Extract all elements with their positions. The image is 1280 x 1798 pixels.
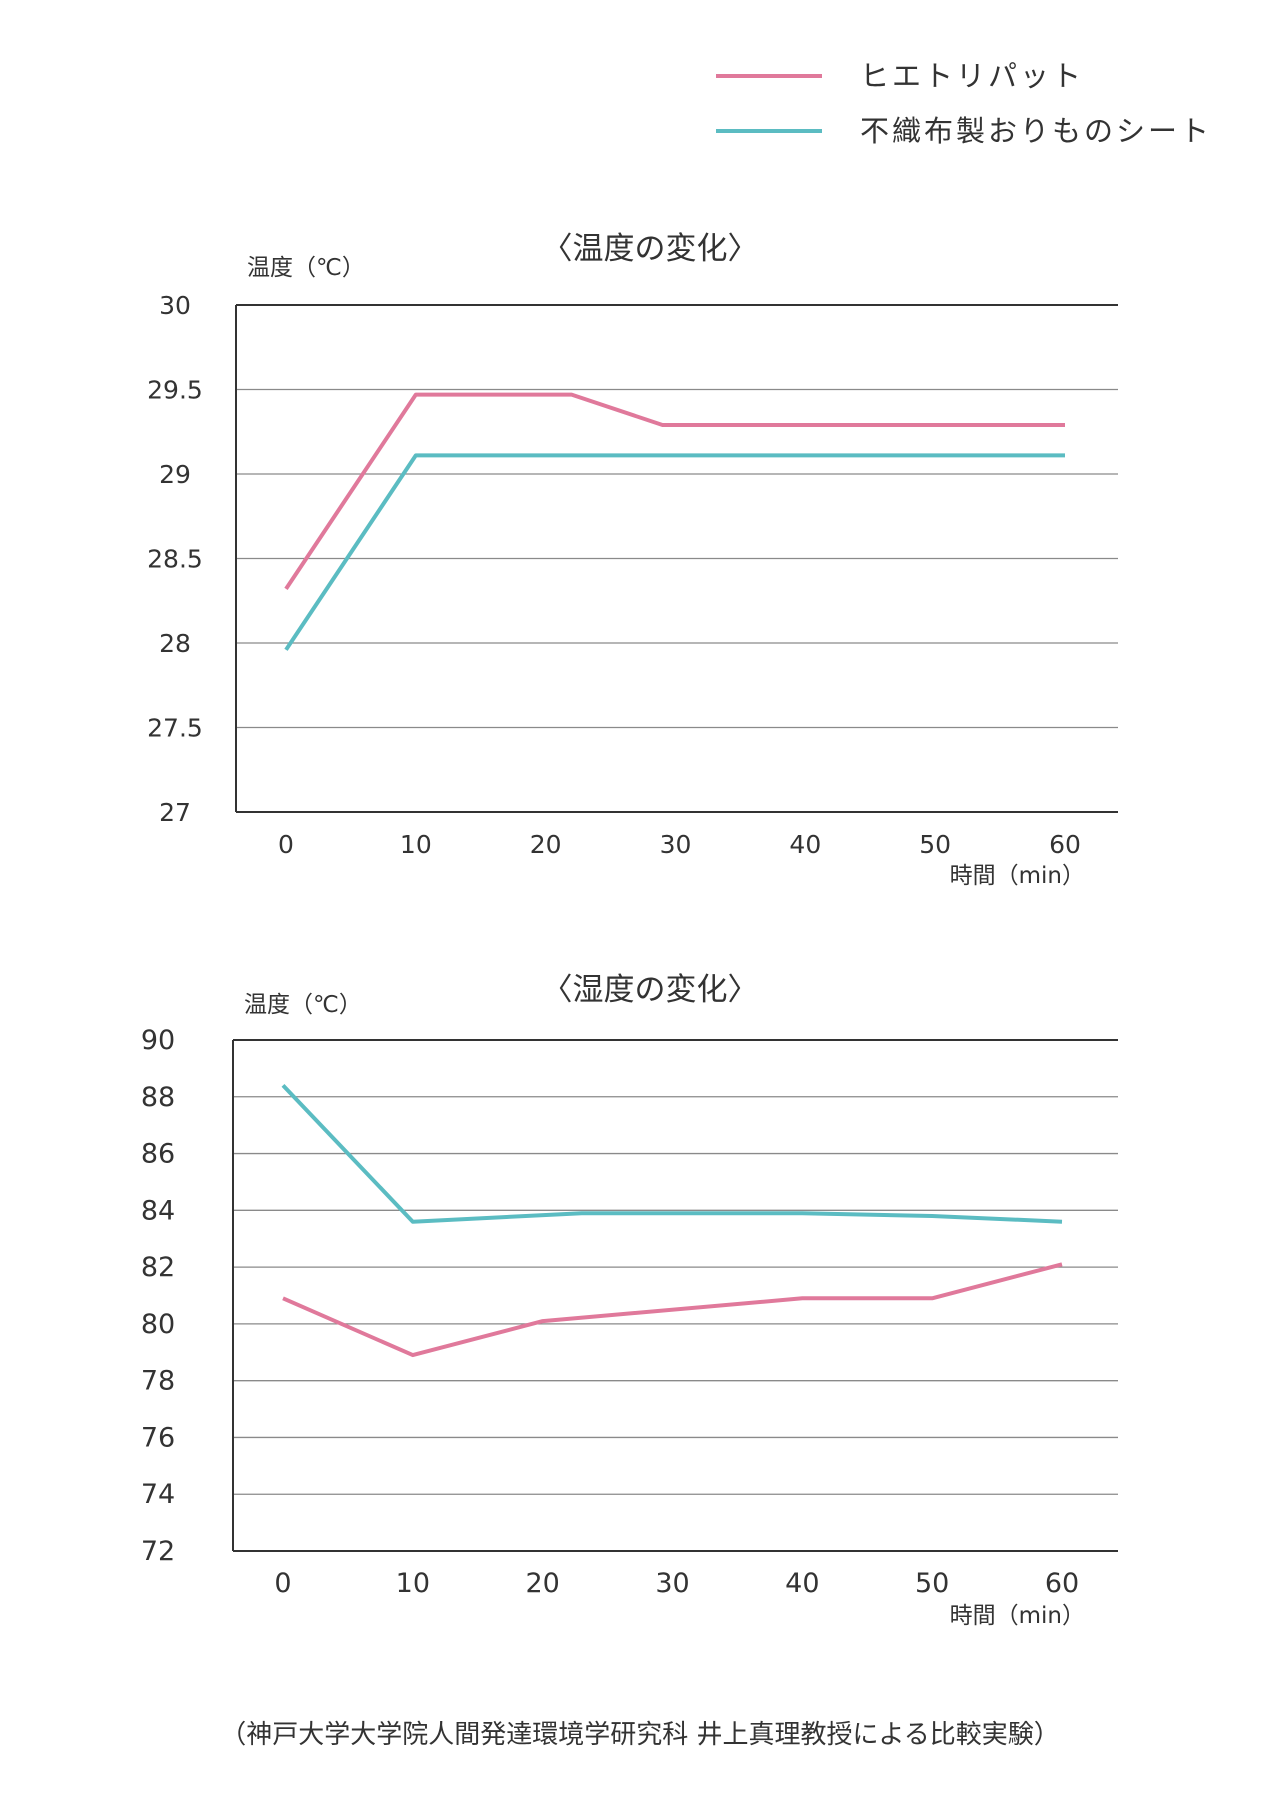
temperature-series-line-1 (284, 453, 1065, 651)
temperature-ytick-labels: 27 27.5 28 28.5 29 29.5 30 (147, 291, 203, 827)
humidity-chart-title: 〈湿度の変化〉 (542, 972, 759, 1008)
footnote: （神戸大学大学院人間発達環境学研究科 井上真理教授による比較実験） (220, 1720, 1060, 1750)
temperature-xtick-label: 60 (1049, 830, 1081, 859)
humidity-series-line-0 (281, 1084, 1063, 1224)
humidity-ytick-labels: 72 74 76 78 80 82 84 86 88 90 (141, 1025, 175, 1567)
temperature-xtick-label: 40 (789, 830, 821, 859)
humidity-grid (232, 1039, 1118, 1552)
humidity-xtick-label: 30 (655, 1568, 689, 1599)
humidity-xtick-label: 20 (525, 1568, 559, 1599)
legend-label-hietori: ヒエトリパット (860, 59, 1084, 93)
temperature-ytick-label: 30 (159, 291, 191, 320)
temperature-xtick-labels: 0 10 20 30 40 50 60 (278, 830, 1081, 859)
humidity-ytick-label: 72 (141, 1536, 175, 1567)
humidity-ytick-label: 90 (141, 1025, 175, 1056)
temperature-xtick-label: 20 (530, 830, 562, 859)
temperature-xtick-label: 10 (400, 830, 432, 859)
temperature-xtick-label: 0 (278, 830, 294, 859)
temperature-series-line-0 (284, 392, 1065, 591)
humidity-xtick-label: 40 (785, 1568, 819, 1599)
humidity-xtick-label: 50 (915, 1568, 949, 1599)
temperature-chart: 〈温度の変化〉 温度（℃） 27 27.5 28 28.5 29 29.5 30 0 10 20… (147, 231, 1118, 889)
temperature-ytick-label: 27.5 (147, 714, 203, 743)
legend: ヒエトリパット 不織布製おりものシート (716, 59, 1212, 148)
temperature-ytick-label: 29 (159, 460, 191, 489)
humidity-chart-ylabel: 温度（℃） (244, 992, 362, 1018)
humidity-ytick-label: 76 (141, 1422, 175, 1453)
humidity-xtick-label: 0 (274, 1568, 291, 1599)
humidity-xtick-label: 60 (1045, 1568, 1079, 1599)
temperature-ytick-label: 29.5 (147, 376, 203, 405)
humidity-series (281, 1084, 1063, 1358)
humidity-ytick-label: 86 (141, 1139, 175, 1170)
temperature-chart-xlabel: 時間（min） (950, 863, 1085, 889)
temperature-xtick-label: 50 (919, 830, 951, 859)
temperature-chart-title: 〈温度の変化〉 (542, 231, 759, 267)
temperature-series (284, 392, 1065, 651)
humidity-xtick-labels: 0 10 20 30 40 50 60 (274, 1568, 1079, 1599)
temperature-ytick-label: 28.5 (147, 545, 203, 574)
humidity-xtick-label: 10 (396, 1568, 430, 1599)
temperature-ytick-label: 27 (159, 798, 191, 827)
humidity-chart: 〈湿度の変化〉 温度（℃） 72 74 76 78 80 82 84 86 88 90 0 10 20… (141, 972, 1118, 1629)
temperature-ytick-label: 28 (159, 629, 191, 658)
humidity-series-line-1 (282, 1262, 1063, 1358)
humidity-ytick-label: 80 (141, 1309, 175, 1340)
legend-label-nonwoven: 不織布製おりものシート (860, 114, 1212, 148)
humidity-ytick-label: 82 (141, 1252, 175, 1283)
humidity-ytick-label: 78 (141, 1366, 175, 1397)
temperature-grid (235, 304, 1118, 813)
humidity-chart-xlabel: 時間（min） (950, 1603, 1085, 1629)
humidity-ytick-label: 74 (141, 1479, 175, 1510)
temperature-chart-ylabel: 温度（℃） (247, 255, 365, 281)
humidity-ytick-label: 88 (141, 1082, 175, 1113)
temperature-xtick-label: 30 (660, 830, 692, 859)
humidity-ytick-label: 84 (141, 1195, 175, 1226)
